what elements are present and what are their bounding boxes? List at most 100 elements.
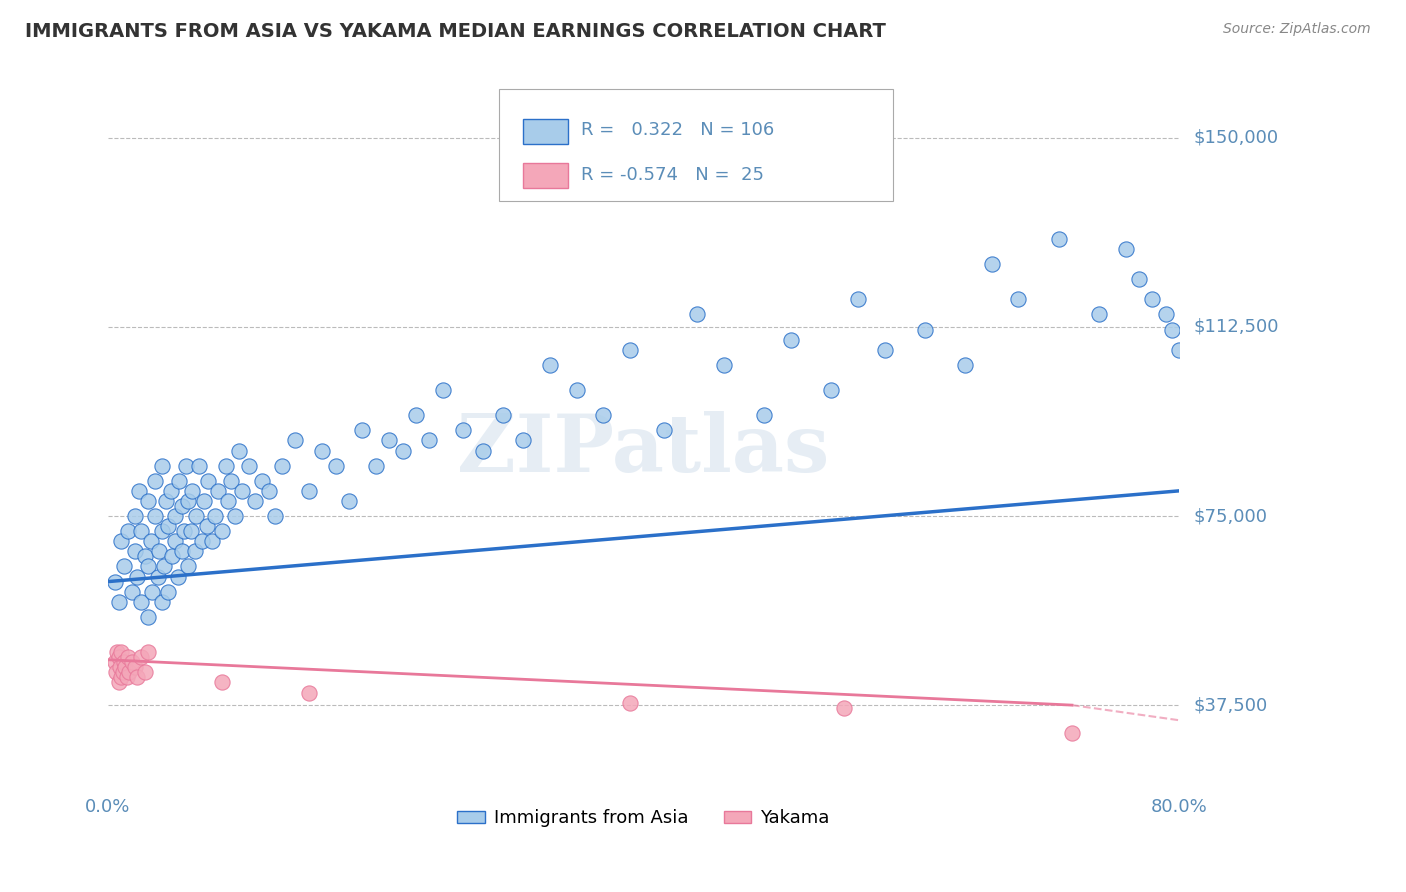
Point: [177, 559, 200, 574]
Point: [114, 660, 136, 674]
Point: [136, 645, 159, 659]
Legend: Immigrants from Asia, Yakama: Immigrants from Asia, Yakama: [450, 802, 837, 834]
Point: [131, 595, 153, 609]
Point: [779, 333, 801, 347]
Point: [228, 443, 250, 458]
Point: [157, 584, 180, 599]
Point: [180, 524, 202, 538]
Point: [181, 483, 204, 498]
Point: [652, 423, 675, 437]
Point: [107, 650, 129, 665]
Text: $37,500: $37,500: [1194, 696, 1267, 714]
Text: R =   0.322   N = 106: R = 0.322 N = 106: [581, 121, 773, 139]
Point: [197, 474, 219, 488]
Text: IMMIGRANTS FROM ASIA VS YAKAMA MEDIAN EARNINGS CORRELATION CHART: IMMIGRANTS FROM ASIA VS YAKAMA MEDIAN EA…: [25, 22, 886, 41]
Point: [1115, 242, 1137, 256]
Point: [298, 685, 321, 699]
Point: [108, 660, 131, 674]
Point: [111, 665, 134, 680]
Point: [619, 343, 641, 357]
Point: [112, 559, 135, 574]
Point: [250, 474, 273, 488]
Point: [538, 358, 561, 372]
Point: [211, 675, 233, 690]
Point: [218, 494, 240, 508]
Point: [110, 645, 132, 659]
Point: [110, 534, 132, 549]
Point: [104, 655, 127, 669]
Point: [150, 595, 173, 609]
Point: [1047, 232, 1070, 246]
Point: [134, 665, 156, 680]
Point: [565, 383, 588, 397]
Point: [873, 343, 896, 357]
Point: [124, 544, 146, 558]
Point: [337, 494, 360, 508]
Point: [150, 458, 173, 473]
Point: [118, 665, 141, 680]
Point: [451, 423, 474, 437]
Point: [121, 655, 143, 669]
Point: [136, 610, 159, 624]
Point: [107, 675, 129, 690]
Point: [105, 645, 128, 659]
Point: [215, 458, 238, 473]
Point: [257, 483, 280, 498]
Point: [110, 670, 132, 684]
Point: [127, 569, 149, 583]
Point: [170, 499, 193, 513]
Point: [112, 655, 135, 669]
Point: [980, 257, 1002, 271]
Point: [245, 494, 267, 508]
Text: $150,000: $150,000: [1194, 129, 1278, 147]
Point: [184, 544, 207, 558]
Point: [166, 569, 188, 583]
Point: [834, 700, 856, 714]
Point: [157, 519, 180, 533]
Point: [117, 650, 139, 665]
Text: $75,000: $75,000: [1194, 507, 1267, 525]
Point: [188, 458, 211, 473]
Point: [148, 544, 170, 558]
Point: [432, 383, 454, 397]
Point: [846, 293, 869, 307]
Point: [820, 383, 842, 397]
Point: [107, 595, 129, 609]
Point: [231, 483, 253, 498]
Point: [418, 434, 440, 448]
Point: [219, 474, 242, 488]
Point: [512, 434, 534, 448]
Point: [378, 434, 401, 448]
Point: [163, 509, 186, 524]
Point: [311, 443, 333, 458]
Point: [124, 660, 146, 674]
Point: [953, 358, 976, 372]
Point: [471, 443, 494, 458]
Point: [163, 534, 186, 549]
Point: [136, 494, 159, 508]
Point: [104, 574, 127, 589]
Point: [174, 458, 197, 473]
Point: [204, 509, 226, 524]
Point: [1168, 343, 1191, 357]
Point: [207, 483, 229, 498]
Point: [352, 423, 374, 437]
Point: [115, 670, 138, 684]
Point: [284, 434, 307, 448]
Point: [195, 519, 218, 533]
Point: [131, 524, 153, 538]
Point: [105, 665, 128, 680]
Point: [298, 483, 321, 498]
Point: [177, 494, 200, 508]
Point: [143, 474, 166, 488]
Point: [134, 549, 156, 564]
Point: [131, 650, 153, 665]
Point: [325, 458, 347, 473]
Point: [121, 584, 143, 599]
Point: [211, 524, 233, 538]
Point: [224, 509, 246, 524]
Point: [1007, 293, 1029, 307]
Point: [686, 307, 709, 321]
Text: ZIPatlas: ZIPatlas: [457, 410, 830, 489]
Point: [271, 458, 294, 473]
